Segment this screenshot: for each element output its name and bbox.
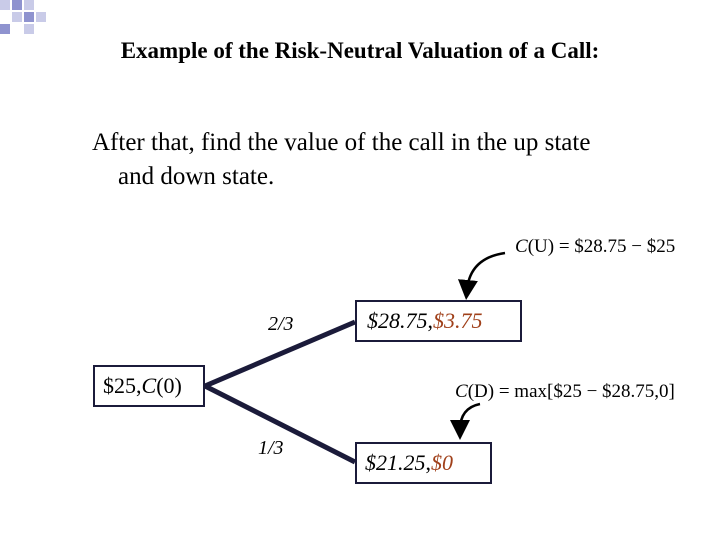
formula-up-fn: C	[515, 236, 528, 257]
prob-up-label: 2/3	[268, 313, 294, 335]
down-node: $21.25, $0	[355, 442, 492, 484]
root-label: C	[141, 373, 157, 398]
arrow-up-annotation	[457, 251, 506, 300]
branch-down-line	[203, 383, 357, 465]
decor-square	[24, 24, 34, 34]
decor-square	[24, 12, 34, 22]
root-paren: (0)	[156, 373, 182, 398]
branch-up-line	[204, 319, 356, 389]
formula-down-fn: C	[455, 381, 468, 402]
decor-square	[12, 12, 22, 22]
formula-down-rhs: = max[$25 − $28.75,0]	[494, 381, 675, 402]
decor-square	[12, 0, 22, 10]
arrow-down-annotation	[450, 402, 481, 440]
formula-down-arg: (D)	[467, 381, 495, 402]
decor-square	[36, 12, 46, 22]
slide-title: Example of the Risk-Neutral Valuation of…	[120, 38, 600, 63]
formula-down: C(D) = max[$25 − $28.75,0]	[455, 381, 675, 403]
root-price: $25	[103, 373, 136, 398]
formula-up-arg: (U)	[527, 236, 555, 257]
down-separator: ,	[425, 450, 432, 475]
root-separator: ,	[136, 373, 142, 398]
up-node: $28.75, $3.75	[355, 300, 522, 342]
slide-body: After that, find the value of the call i…	[92, 126, 692, 194]
corner-decoration	[0, 0, 60, 40]
decor-square	[0, 24, 10, 34]
up-price: $28.75	[367, 308, 428, 333]
formula-up: C(U) = $28.75 − $25	[515, 236, 675, 258]
up-separator: ,	[427, 308, 434, 333]
body-line-2: and down state.	[118, 163, 275, 190]
up-value: $3.75	[433, 308, 483, 333]
formula-up-rhs: = $28.75 − $25	[554, 236, 676, 257]
down-value: $0	[431, 450, 453, 475]
body-line-1: After that, find the value of the call i…	[92, 129, 591, 156]
prob-down-label: 1/3	[258, 437, 284, 459]
down-price: $21.25	[365, 450, 426, 475]
decor-square	[24, 0, 34, 10]
root-node: $25, C (0)	[93, 365, 205, 407]
decor-square	[0, 0, 10, 10]
